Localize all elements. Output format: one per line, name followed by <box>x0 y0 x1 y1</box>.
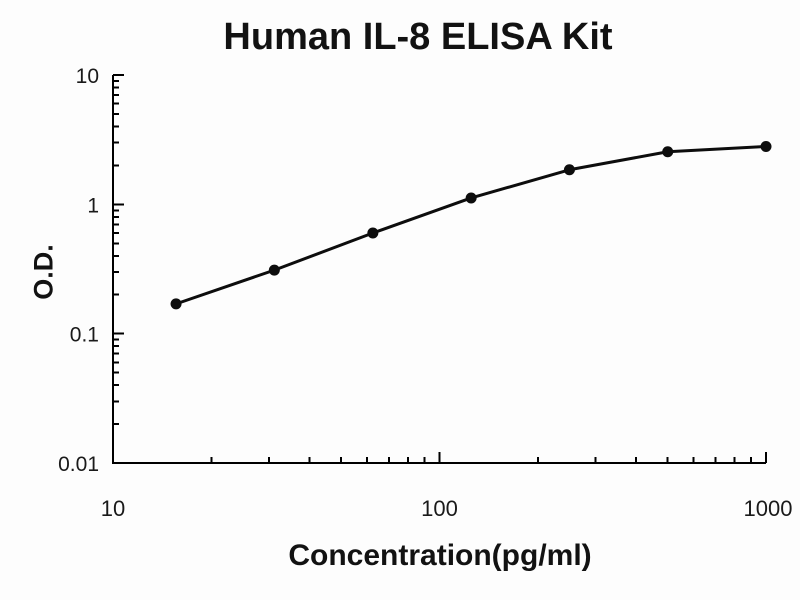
y-tick-label: 0.1 <box>70 324 99 347</box>
data-point <box>760 141 772 153</box>
chart-title: Human IL-8 ELISA Kit <box>223 16 613 58</box>
data-point <box>367 227 379 239</box>
x-tick-label: 1000 <box>744 496 793 521</box>
y-tick-label: 10 <box>76 65 99 88</box>
data-point <box>170 298 182 310</box>
x-tick-label: 10 <box>101 496 125 521</box>
y-tick-label: 1 <box>87 194 99 217</box>
x-axis-title: Concentration(pg/ml) <box>288 539 592 572</box>
data-point <box>268 264 280 276</box>
x-tick-label: 100 <box>421 496 458 521</box>
data-point <box>465 192 477 204</box>
data-point <box>662 146 674 158</box>
standard-curve-line <box>174 145 768 306</box>
y-tick-label: 0.01 <box>58 453 99 476</box>
data-point <box>563 164 575 176</box>
